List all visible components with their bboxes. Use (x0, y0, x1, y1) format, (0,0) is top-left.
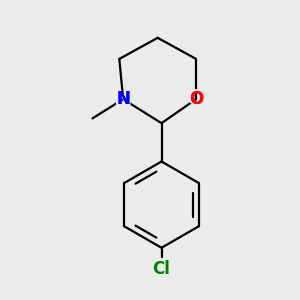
Text: N: N (114, 89, 132, 109)
Text: Cl: Cl (153, 260, 170, 278)
Text: O: O (189, 90, 203, 108)
Text: O: O (189, 90, 203, 108)
Text: N: N (116, 90, 130, 108)
Text: N: N (116, 90, 130, 108)
Text: O: O (187, 89, 206, 109)
